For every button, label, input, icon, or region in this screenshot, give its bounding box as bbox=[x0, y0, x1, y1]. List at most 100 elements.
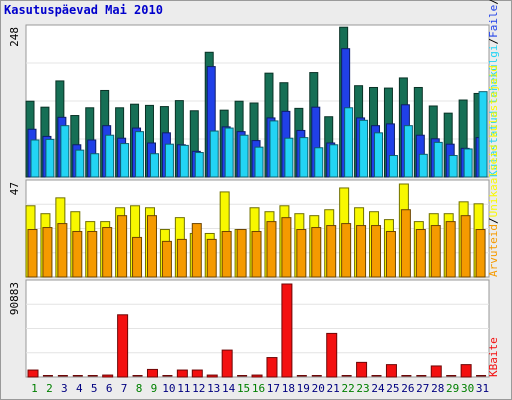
traffic-legend-separator: / bbox=[487, 38, 500, 45]
visits-bar-2-day-25 bbox=[385, 230, 396, 278]
bytes-bar-1-day-2 bbox=[42, 375, 53, 377]
traffic-bar-3-day-15 bbox=[239, 134, 249, 178]
visits-bar-2-day-16 bbox=[251, 230, 262, 278]
visits-bar-2-day-28 bbox=[430, 225, 441, 278]
visits-bar-2-day-3 bbox=[57, 223, 68, 278]
x-tick-label-day-30: 30 bbox=[461, 382, 474, 395]
bytes-bar-1-day-6 bbox=[102, 374, 114, 378]
visits-bar-2-day-18 bbox=[281, 217, 292, 278]
visits-bar-2-day-6 bbox=[102, 227, 113, 278]
bytes-bar-1-day-23 bbox=[356, 361, 368, 378]
traffic-bar-3-day-31 bbox=[478, 91, 488, 178]
visits-legend-entry: Unikaalseid külastajaid bbox=[487, 65, 500, 217]
bytes-bar-1-day-3 bbox=[57, 375, 68, 377]
traffic-bar-3-day-17 bbox=[269, 120, 279, 178]
visits-bar-2-day-14 bbox=[221, 230, 232, 278]
traffic-bar-3-day-25 bbox=[388, 155, 398, 178]
bytes-bar-1-day-15 bbox=[237, 375, 248, 377]
traffic-bar-3-day-23 bbox=[359, 119, 369, 178]
visits-legend-entry: Arvuteid bbox=[487, 224, 500, 277]
bytes-bar-1-day-18 bbox=[281, 283, 293, 378]
visits-bar-2-day-2 bbox=[42, 227, 53, 278]
visits-bar-2-day-13 bbox=[206, 238, 217, 278]
visits-bar-2-day-26 bbox=[400, 209, 411, 278]
bytes-bar-1-day-20 bbox=[311, 375, 322, 377]
bytes-bar-1-day-17 bbox=[266, 357, 278, 378]
bytes-bar-1-day-21 bbox=[326, 332, 338, 378]
x-tick-label-day-24: 24 bbox=[371, 382, 385, 395]
visits-bar-2-day-29 bbox=[445, 221, 456, 278]
traffic-bar-3-day-27 bbox=[418, 153, 428, 178]
visits-bar-2-day-19 bbox=[296, 229, 307, 278]
visits-bar-2-day-24 bbox=[371, 225, 382, 278]
x-tick-label-day-10: 10 bbox=[162, 382, 175, 395]
traffic-bar-3-day-16 bbox=[254, 146, 264, 178]
x-tick-label-day-15: 15 bbox=[237, 382, 250, 395]
bytes-bar-1-day-5 bbox=[87, 375, 98, 377]
x-tick-label-day-27: 27 bbox=[416, 382, 429, 395]
x-tick-label-day-7: 7 bbox=[121, 382, 128, 395]
x-tick-label-day-31: 31 bbox=[476, 382, 489, 395]
x-tick-label-day-25: 25 bbox=[386, 382, 399, 395]
x-tick-label-day-13: 13 bbox=[207, 382, 220, 395]
bytes-legend: KBaite bbox=[487, 337, 500, 377]
x-tick-label-day-26: 26 bbox=[401, 382, 414, 395]
x-tick-label-day-6: 6 bbox=[106, 382, 113, 395]
visits-bar-2-day-27 bbox=[415, 229, 426, 278]
bytes-bar-1-day-29 bbox=[446, 375, 457, 377]
visits-legend-separator: / bbox=[487, 217, 500, 224]
bytes-bar-1-day-14 bbox=[221, 349, 233, 378]
traffic-legend-separator: / bbox=[487, 0, 500, 5]
x-tick-label-day-19: 19 bbox=[297, 382, 310, 395]
traffic-bar-3-day-30 bbox=[463, 148, 473, 178]
x-tick-label-day-8: 8 bbox=[136, 382, 143, 395]
traffic-bar-3-day-22 bbox=[344, 107, 354, 178]
x-tick-label-day-12: 12 bbox=[192, 382, 205, 395]
traffic-bar-3-day-7 bbox=[120, 143, 130, 178]
x-tick-label-day-22: 22 bbox=[341, 382, 354, 395]
traffic-bar-3-day-2 bbox=[45, 138, 55, 178]
traffic-legend: Külastatud lehekülgi/Faile/Pöördumisi bbox=[487, 0, 500, 177]
x-tick-label-day-2: 2 bbox=[46, 382, 53, 395]
x-tick-label-day-29: 29 bbox=[446, 382, 459, 395]
visits-bar-2-day-23 bbox=[356, 225, 367, 278]
traffic-bar-3-day-12 bbox=[194, 152, 204, 178]
visits-bar-2-day-1 bbox=[27, 229, 38, 278]
traffic-bar-3-day-9 bbox=[149, 153, 159, 178]
bytes-bar-1-day-16 bbox=[251, 374, 263, 378]
traffic-bar-3-day-18 bbox=[284, 137, 294, 178]
x-tick-label-day-3: 3 bbox=[61, 382, 68, 395]
x-tick-label-day-5: 5 bbox=[91, 382, 98, 395]
bytes-bar-1-day-28 bbox=[430, 365, 442, 378]
bytes-bar-1-day-26 bbox=[401, 375, 412, 377]
traffic-bar-3-day-21 bbox=[329, 144, 339, 178]
visits-bar-2-day-15 bbox=[236, 229, 247, 278]
x-tick-label-day-11: 11 bbox=[177, 382, 190, 395]
traffic-bar-3-day-1 bbox=[30, 139, 40, 178]
visits-y-tick-label: 47 bbox=[8, 182, 21, 195]
bytes-bar-1-day-8 bbox=[132, 375, 143, 377]
visits-bar-2-day-11 bbox=[176, 238, 187, 278]
traffic-legend-entry: Külastatud lehekülgi bbox=[487, 45, 500, 177]
visits-bar-2-day-17 bbox=[266, 221, 277, 278]
visits-bar-2-day-4 bbox=[72, 230, 83, 278]
bytes-bar-1-day-13 bbox=[206, 374, 218, 378]
bytes-bar-1-day-22 bbox=[341, 375, 352, 377]
traffic-bar-3-day-10 bbox=[164, 143, 174, 178]
visits-bar-2-day-5 bbox=[87, 230, 98, 278]
bytes-bar-1-day-24 bbox=[371, 375, 382, 377]
traffic-bar-3-day-24 bbox=[374, 132, 384, 178]
bytes-bar-1-day-25 bbox=[385, 364, 397, 378]
bytes-bar-1-day-7 bbox=[117, 314, 129, 378]
visits-bar-2-day-10 bbox=[161, 240, 172, 278]
traffic-bar-3-day-4 bbox=[75, 149, 85, 178]
bytes-y-tick-label: 90883 bbox=[8, 282, 21, 315]
visits-bar-2-day-30 bbox=[460, 215, 471, 278]
traffic-bar-3-day-6 bbox=[105, 134, 115, 178]
visits-bar-2-day-12 bbox=[191, 223, 202, 278]
traffic-bar-3-day-29 bbox=[448, 155, 458, 178]
x-tick-label-day-1: 1 bbox=[31, 382, 38, 395]
traffic-legend-entry: Faile bbox=[487, 5, 500, 38]
bytes-bar-1-day-1 bbox=[27, 369, 39, 378]
